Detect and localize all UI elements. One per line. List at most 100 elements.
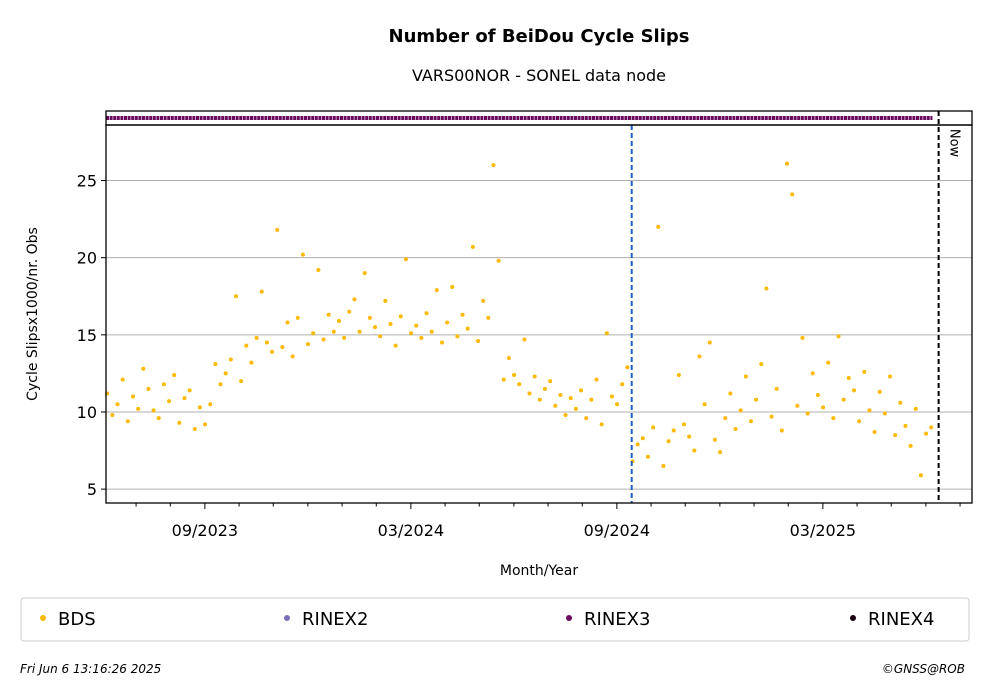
data-point — [228, 357, 233, 362]
data-point — [671, 428, 676, 433]
data-point — [836, 334, 841, 339]
data-point — [785, 161, 790, 166]
data-point — [779, 428, 784, 433]
data-point — [625, 365, 630, 370]
data-point — [893, 433, 898, 438]
data-point — [362, 271, 367, 276]
data-point — [275, 227, 280, 232]
data-point — [537, 397, 542, 402]
data-point — [548, 379, 553, 384]
data-point — [748, 419, 753, 424]
data-point — [702, 402, 707, 407]
data-point — [553, 403, 558, 408]
data-point — [532, 374, 537, 379]
data-point — [738, 408, 743, 413]
data-point — [331, 329, 336, 334]
data-point — [656, 224, 661, 229]
data-point — [403, 257, 408, 262]
data-point — [491, 163, 496, 168]
data-point — [666, 439, 671, 444]
data-point — [264, 340, 269, 345]
data-point — [826, 360, 831, 365]
data-point — [218, 382, 223, 387]
data-point — [723, 416, 728, 421]
data-point — [795, 403, 800, 408]
data-point — [295, 315, 300, 320]
data-point — [182, 396, 187, 401]
data-point — [110, 413, 115, 418]
chart-title: Number of BeiDou Cycle Slips — [389, 26, 690, 47]
strip-frame — [105, 110, 973, 126]
legend-label: RINEX2 — [302, 609, 368, 630]
data-point — [120, 377, 125, 382]
data-point — [280, 345, 285, 350]
data-point — [336, 318, 341, 323]
data-point — [846, 376, 851, 381]
data-point — [367, 315, 372, 320]
data-point — [924, 431, 929, 436]
data-point — [383, 298, 388, 303]
data-point — [558, 393, 563, 397]
data-point — [398, 314, 403, 319]
x-tick-label: 03/2024 — [378, 521, 444, 540]
data-point — [862, 369, 867, 374]
data-point — [867, 408, 872, 413]
data-point — [640, 436, 645, 441]
data-point — [903, 423, 908, 428]
data-point — [898, 400, 903, 405]
data-point — [774, 386, 779, 391]
data-point — [635, 442, 640, 447]
data-point — [604, 331, 609, 336]
y-axis-label: Cycle Slipsx1000/nr. Obs — [25, 227, 41, 401]
data-point — [563, 413, 568, 418]
y-tick-label: 10 — [77, 403, 97, 422]
data-point — [455, 334, 460, 339]
data-point — [841, 397, 846, 402]
data-point — [857, 419, 862, 424]
data-point — [527, 391, 532, 396]
data-point — [584, 416, 589, 421]
x-tick-label: 03/2025 — [790, 521, 856, 540]
data-point — [326, 312, 331, 317]
y-tick-label: 25 — [77, 172, 97, 191]
data-point — [161, 382, 166, 387]
data-point — [877, 389, 882, 394]
data-point — [913, 406, 918, 411]
data-point — [872, 430, 877, 435]
data-point — [651, 425, 656, 430]
data-point — [888, 374, 893, 379]
data-point — [851, 388, 856, 393]
data-point — [187, 388, 192, 393]
data-point — [460, 312, 465, 317]
data-point — [223, 371, 228, 376]
data-point — [496, 258, 501, 263]
legend-marker — [850, 615, 856, 621]
data-point — [409, 331, 414, 336]
data-point — [486, 315, 491, 320]
data-point — [259, 289, 264, 294]
data-point — [270, 349, 275, 354]
data-point — [743, 374, 748, 379]
data-point — [172, 372, 177, 377]
data-point — [661, 463, 666, 468]
data-point — [311, 331, 316, 336]
data-point — [707, 340, 712, 345]
data-point — [146, 386, 151, 391]
data-point — [388, 322, 393, 327]
data-point — [136, 406, 141, 411]
data-point — [419, 335, 424, 340]
data-point — [300, 252, 305, 257]
data-point — [506, 355, 511, 360]
data-point — [439, 340, 444, 345]
legend-marker — [566, 615, 572, 621]
data-point — [352, 297, 357, 302]
data-point — [589, 397, 594, 402]
legend-box — [20, 597, 970, 642]
data-point — [882, 411, 887, 416]
data-point — [512, 372, 517, 377]
data-point — [347, 309, 352, 314]
data-point — [465, 326, 470, 331]
legend-marker — [40, 615, 46, 621]
data-point — [290, 354, 295, 359]
